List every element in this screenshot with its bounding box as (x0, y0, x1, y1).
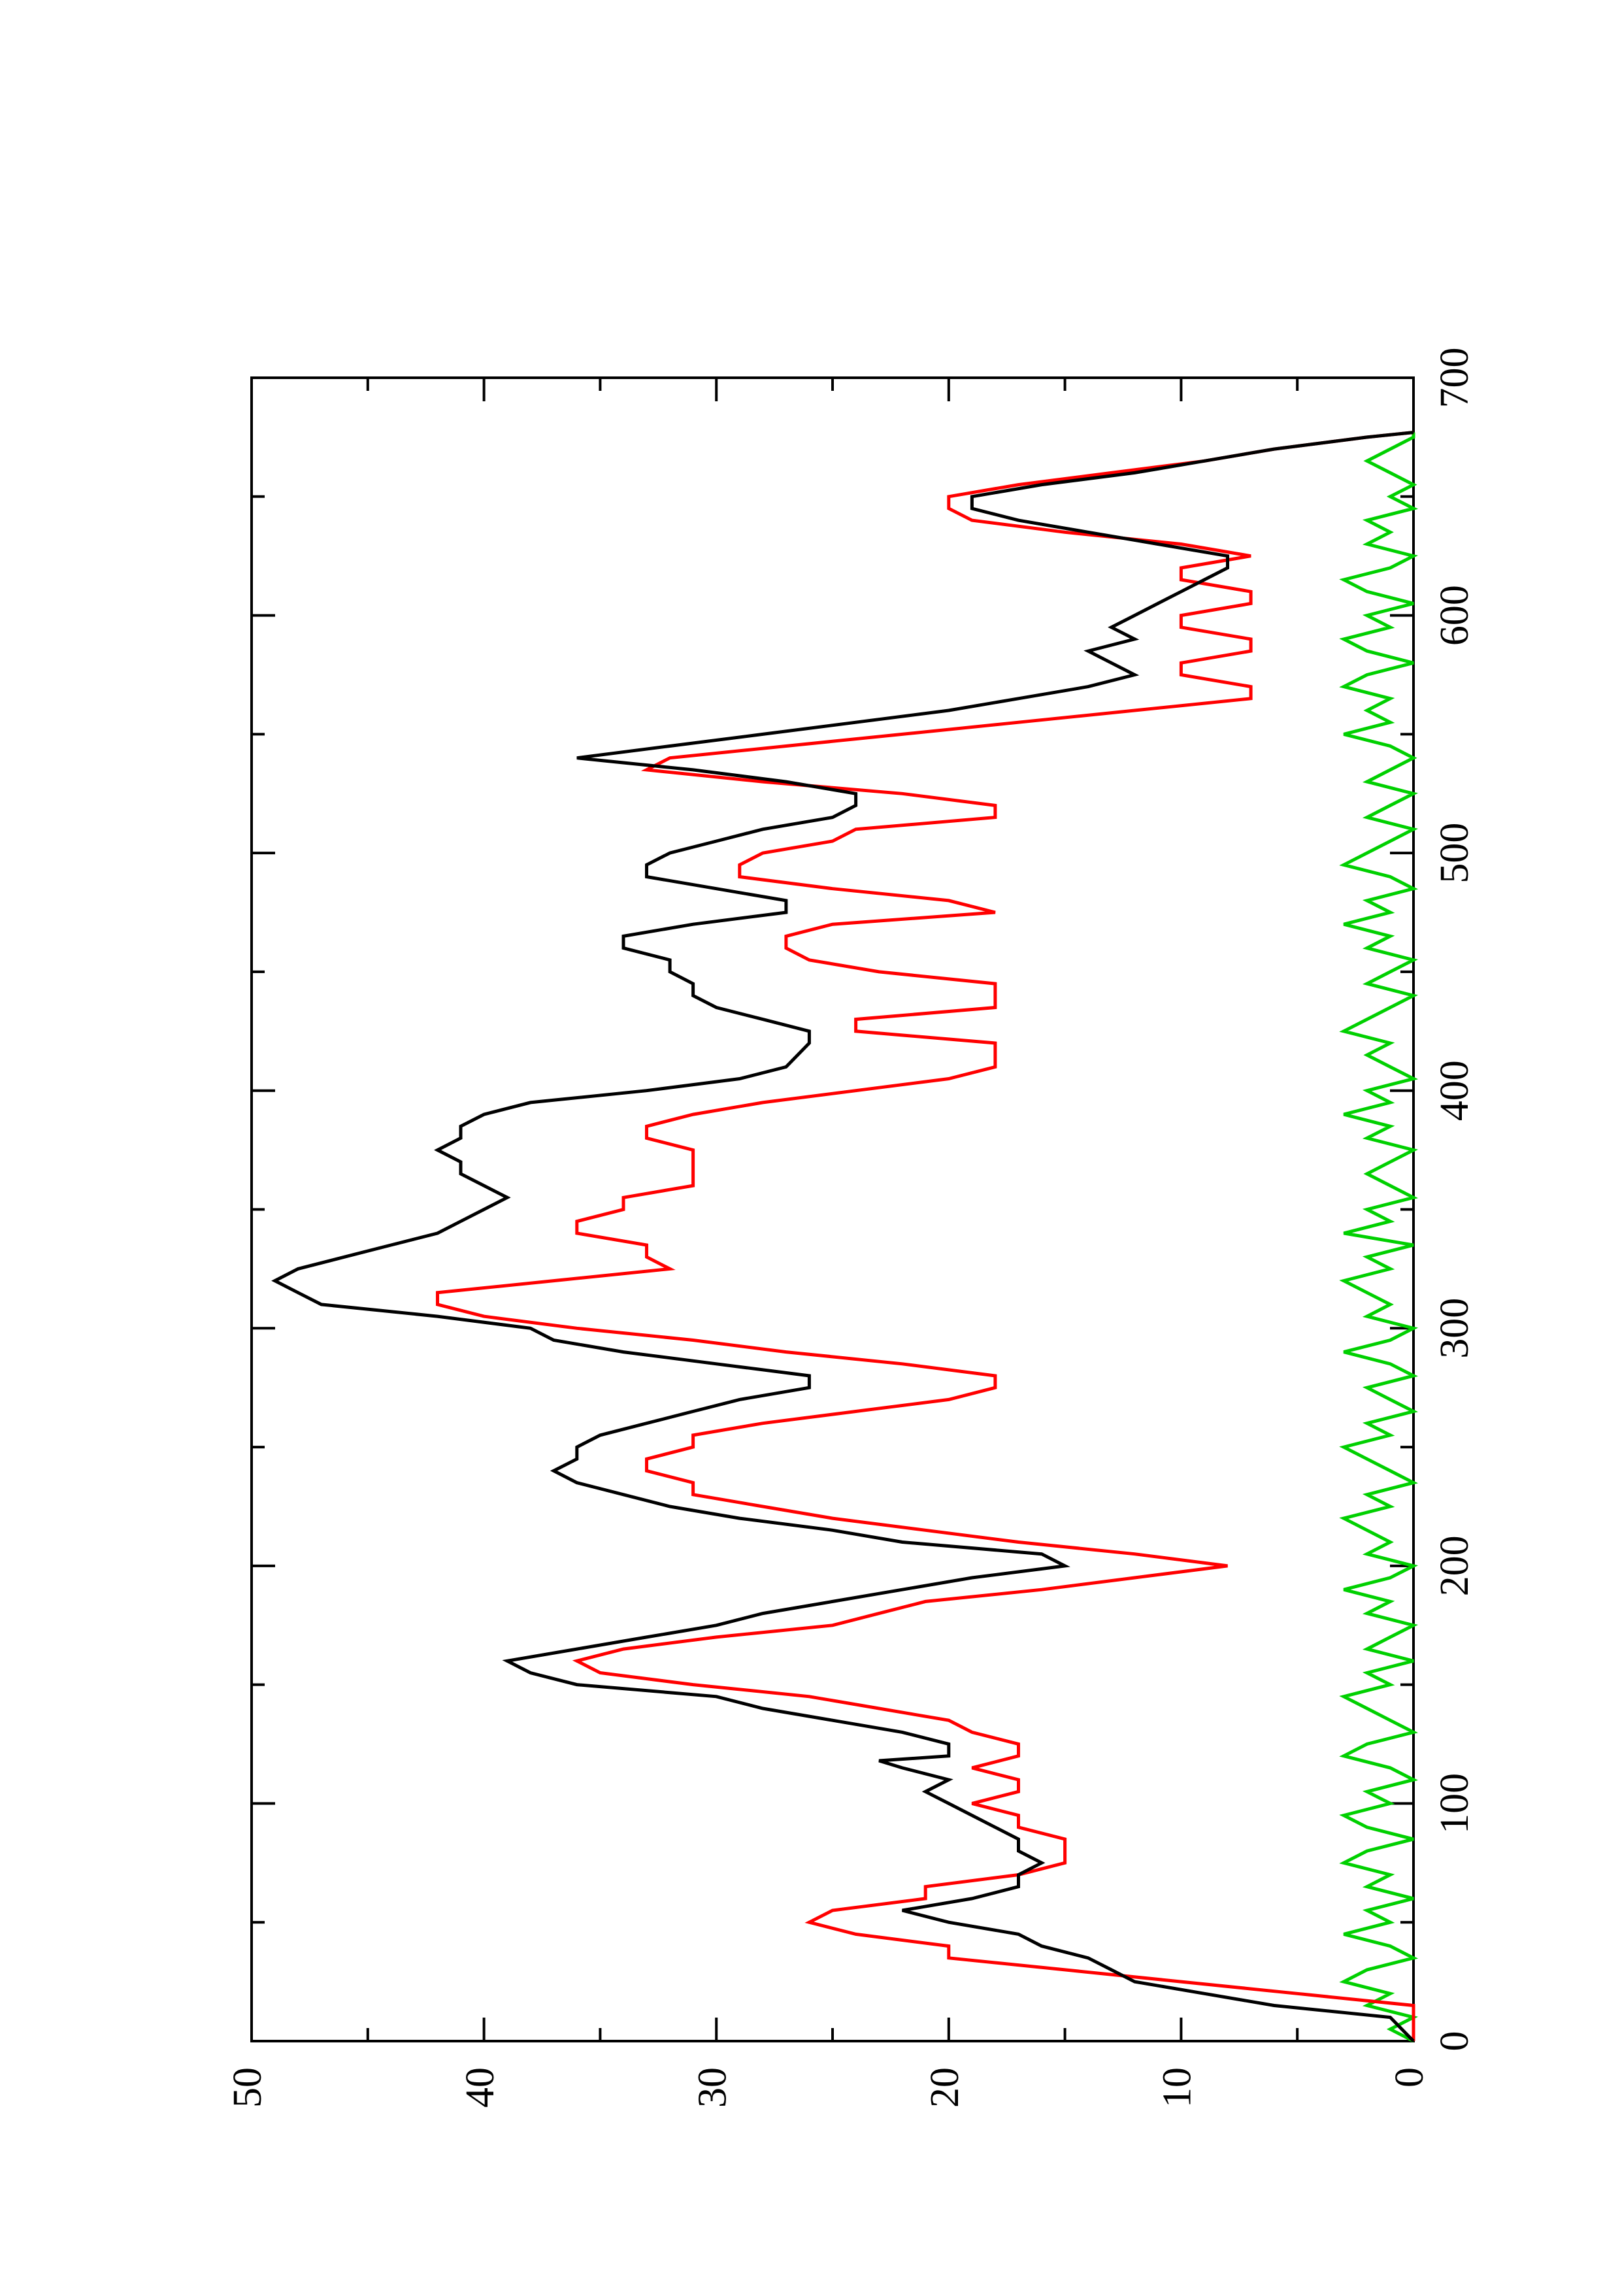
plot-frame (250, 376, 1415, 2042)
x-tick-label: 500 (1432, 823, 1477, 884)
tick-marks (250, 376, 1415, 2042)
x-tick-label: 600 (1432, 585, 1477, 646)
x-tick-label: 700 (1432, 348, 1477, 408)
x-tick-label: 100 (1432, 1773, 1477, 1834)
x-tick-label: 0 (1432, 2031, 1477, 2052)
y-tick-label: 20 (923, 2067, 967, 2108)
x-tick-label: 300 (1432, 1298, 1477, 1359)
series-layer (271, 431, 1419, 2043)
plot-area-border (250, 376, 1415, 2042)
y-tick-label: 40 (458, 2067, 503, 2108)
series-line-red (436, 431, 1415, 2041)
y-tick-label: 0 (1387, 2067, 1432, 2088)
series-line-green (1339, 432, 1419, 2043)
y-tick-label: 10 (1155, 2067, 1200, 2108)
y-tick-label: 50 (225, 2067, 270, 2108)
x-tick-label: 400 (1432, 1060, 1477, 1121)
y-tick-label: 30 (690, 2067, 735, 2108)
tick-labels: 0 100 200 300 400 500 600 700 0 10 20 30 40 50 (225, 348, 1477, 2108)
series-line-black (271, 431, 1415, 2042)
x-tick-label: 200 (1432, 1535, 1477, 1596)
